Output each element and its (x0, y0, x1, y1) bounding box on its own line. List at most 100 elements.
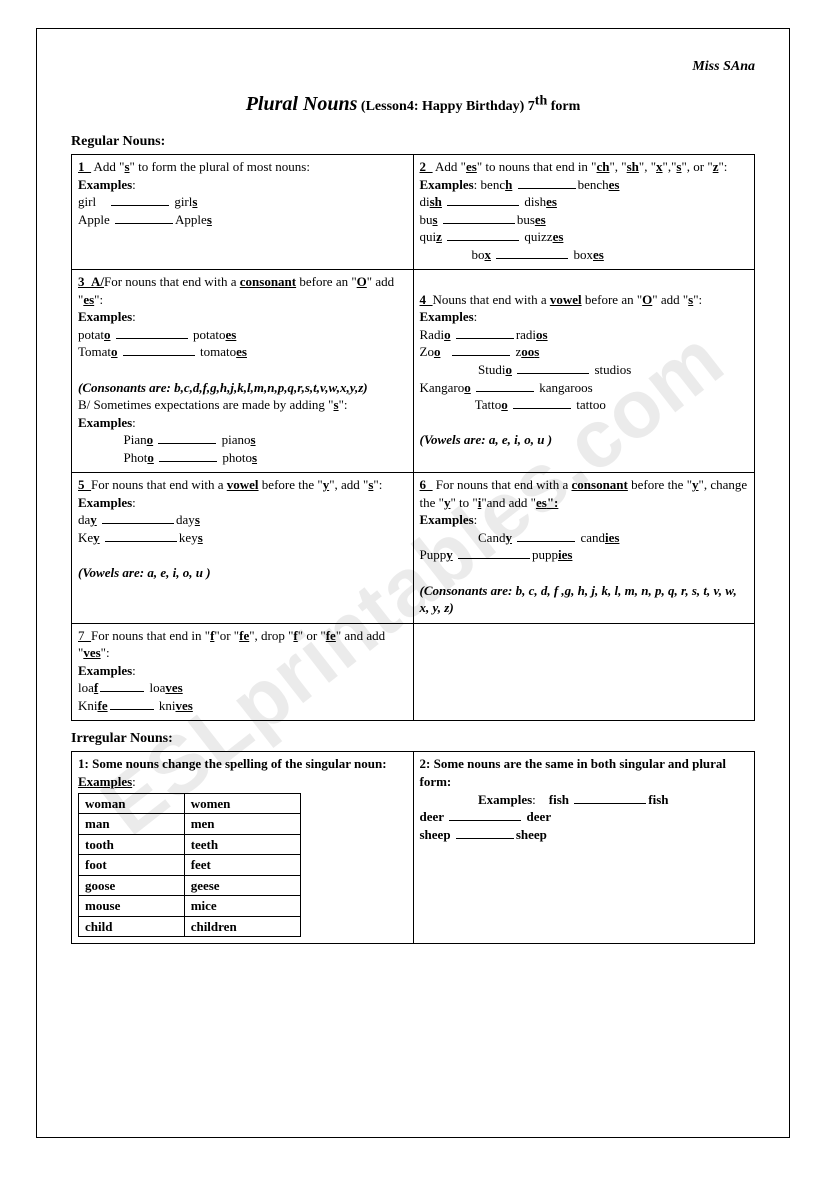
rule-key: es (466, 159, 477, 174)
rule-num: 2_ (420, 159, 433, 174)
rule-text: ", " (639, 159, 656, 174)
rule-text: " to " (450, 495, 477, 510)
ex-word: Kni (78, 698, 98, 713)
ex-word: Apple (78, 212, 110, 227)
blank-line (105, 530, 177, 542)
ex-suffix: es (593, 247, 604, 262)
blank-line (449, 809, 521, 821)
title-end: form (547, 99, 580, 114)
rule-key: fe (239, 628, 249, 643)
blank-line (456, 827, 514, 839)
rule-text: For nouns that end with a (433, 477, 572, 492)
rule-num: 7_ (78, 628, 91, 643)
rule-text: ": (693, 292, 702, 307)
irregular-rules-table: 1: Some nouns change the spelling of the… (71, 751, 755, 944)
page-frame: ESLprintables.com Miss SAna Plural Nouns… (36, 28, 790, 1138)
examples-label: Examples (78, 495, 132, 510)
blank-line (102, 513, 174, 525)
blank-line (123, 345, 195, 357)
rule-num: 2: (420, 756, 431, 771)
ex-suffix: oo (521, 344, 534, 359)
ex-suffix: s (252, 450, 257, 465)
ex-word: loa (78, 680, 94, 695)
ex-word: Pupp (420, 547, 447, 562)
rule-key: O (357, 274, 367, 289)
rule-text: Some nouns are the same in both singular… (420, 756, 727, 789)
table-cell: foot (79, 855, 185, 876)
rule-cell-empty (413, 623, 755, 721)
ex-word: bus (517, 212, 535, 227)
ex-word: girl (78, 194, 96, 209)
ex-suffix: s (195, 512, 200, 527)
rule-text: "," (663, 159, 677, 174)
rule-text: ": (547, 495, 559, 510)
rule-text: ", drop " (249, 628, 293, 643)
ex-suffix: o (147, 432, 154, 447)
rule-key: vowel (550, 292, 582, 307)
ex-word: girl (174, 194, 192, 209)
ex-suffix: o (147, 450, 154, 465)
blank-line (518, 177, 576, 189)
ex-word: bu (420, 212, 433, 227)
rule-key: vowel (227, 477, 259, 492)
table-row: womanwomen (79, 793, 301, 814)
ex-suffix: fe (98, 698, 108, 713)
rule-text: before the " (628, 477, 692, 492)
ex-suffix: x (485, 247, 492, 262)
table-cell: child (79, 916, 185, 937)
rule-text: B/ Sometimes expectations are made by ad… (78, 397, 334, 412)
rule-text: For nouns that end with a (91, 477, 227, 492)
ex-word: da (78, 512, 90, 527)
ex-word: potat (78, 327, 104, 342)
ex-suffix: s (543, 327, 548, 342)
rule-text: ": (94, 292, 103, 307)
blank-line (159, 450, 217, 462)
ex-suffix: s (251, 432, 256, 447)
ex-word: Radi (420, 327, 445, 342)
ex-suffix: s (534, 344, 539, 359)
title-sup: th (535, 93, 547, 108)
ex-word: bo (472, 247, 485, 262)
ex-word: tattoo (576, 397, 606, 412)
blank-line (447, 230, 519, 242)
rule-key: ch (597, 159, 610, 174)
ex-suffix: y (505, 530, 512, 545)
rule-key: consonant (572, 477, 628, 492)
ex-word: Pian (124, 432, 147, 447)
ex-suffix: y (446, 547, 453, 562)
irregular-inner-table: womanwomenmanmentoothteethfootfeetgooseg… (78, 793, 301, 938)
table-cell: goose (79, 875, 185, 896)
blank-line (513, 397, 571, 409)
rule-text: before an " (296, 274, 357, 289)
ex-word: photo (222, 450, 252, 465)
ex-suffix: ies (605, 530, 619, 545)
ex-word: benc (481, 177, 506, 192)
ex-suffix: es (226, 327, 237, 342)
ex-suffix: o (501, 397, 508, 412)
blank-line (517, 362, 589, 374)
irregular-cell-1: 1: Some nouns change the spelling of the… (72, 752, 414, 944)
rule-cell-5: 5_For nouns that end with a vowel before… (72, 473, 414, 623)
ex-word: piano (222, 432, 251, 447)
rule-text: Some nouns change the spelling of the si… (89, 756, 387, 771)
ex-word: studios (594, 362, 631, 377)
table-cell: men (184, 814, 301, 835)
ex-word: kangaroos (539, 380, 592, 395)
blank-line (452, 345, 510, 357)
rule-key: O (642, 292, 652, 307)
rule-text: ": (373, 477, 382, 492)
rule-text: For nouns that end with a (104, 274, 240, 289)
table-cell: women (184, 793, 301, 814)
examples-label: Examples (78, 177, 132, 192)
blank-line (116, 327, 188, 339)
rule-num: 1_ (78, 159, 91, 174)
blank-line (447, 194, 519, 206)
examples-label: Examples (78, 415, 132, 430)
rule-key: sh (627, 159, 639, 174)
rule-text: For nouns that end in " (91, 628, 210, 643)
ex-word: dish (524, 194, 546, 209)
table-cell: children (184, 916, 301, 937)
examples-label: Examples (420, 512, 474, 527)
blank-line (517, 530, 575, 542)
rule-text: " or " (298, 628, 326, 643)
